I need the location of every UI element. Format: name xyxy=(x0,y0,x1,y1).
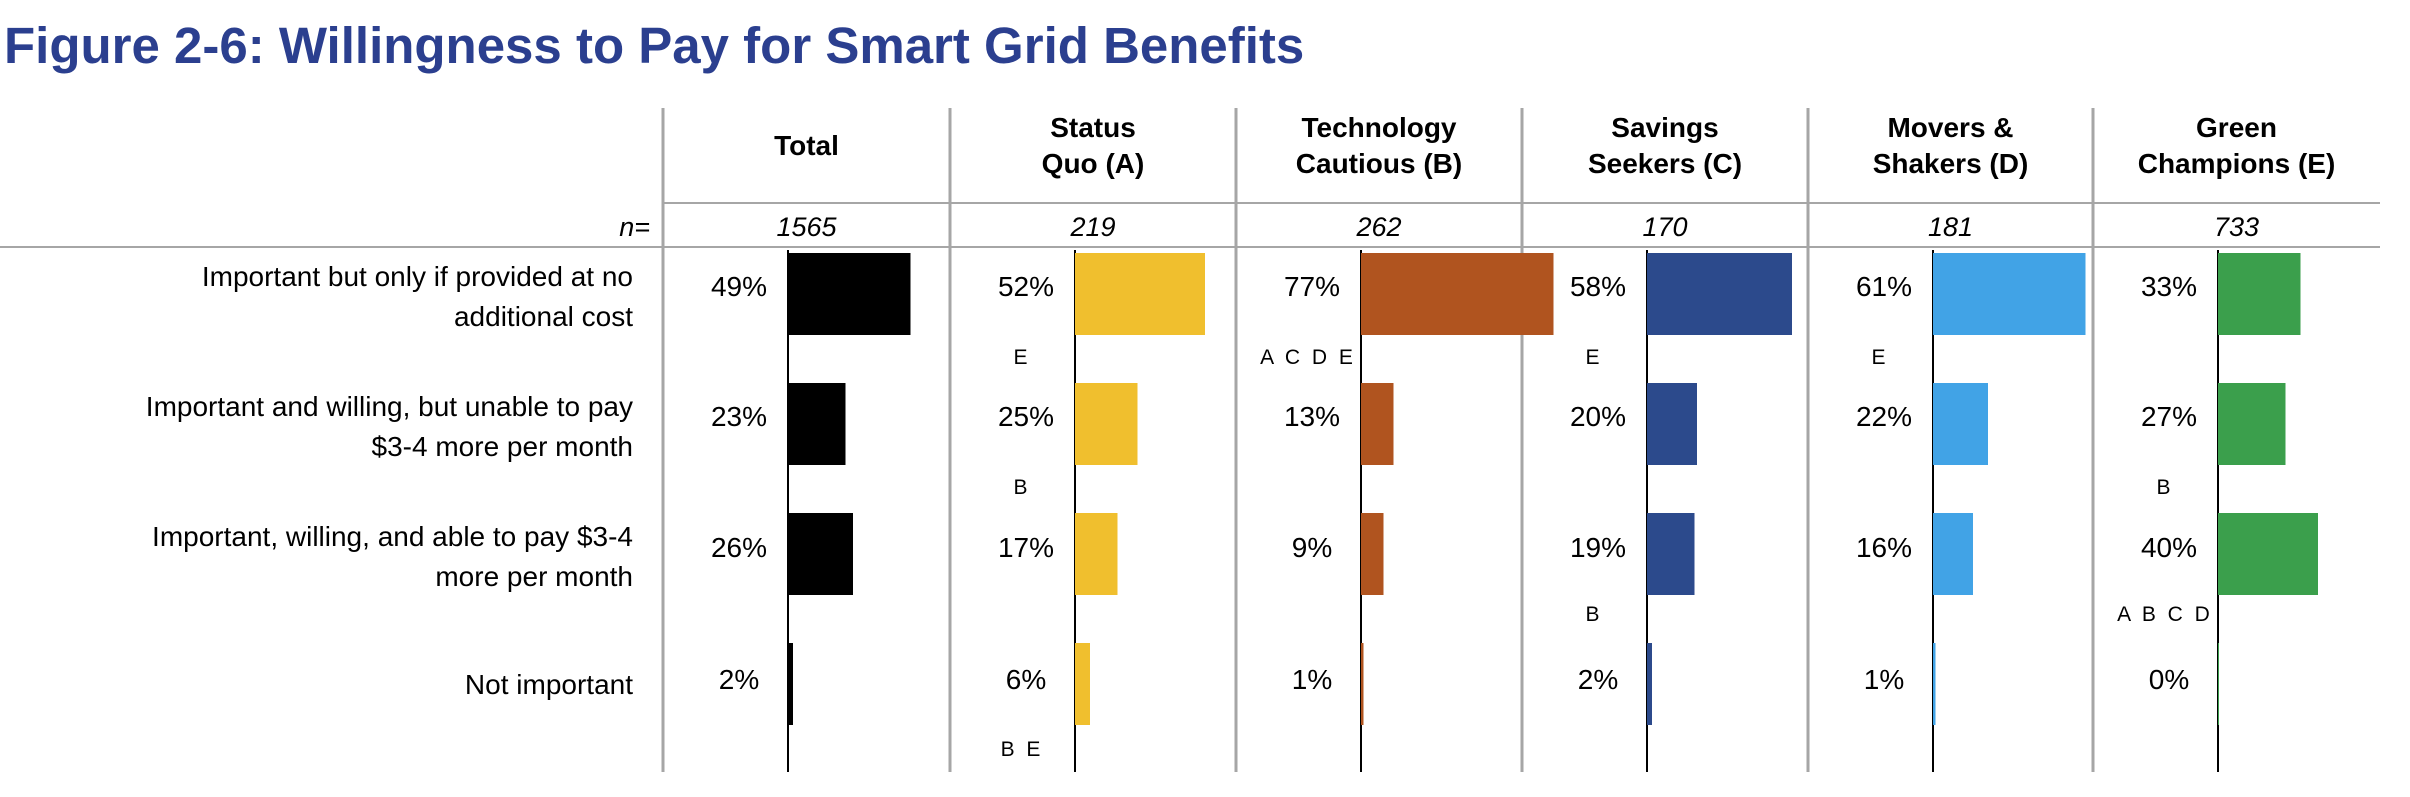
percent-label: 52% xyxy=(998,271,1054,302)
bar xyxy=(1933,513,1973,595)
bar xyxy=(1933,643,1936,725)
bar xyxy=(788,253,911,335)
bar xyxy=(1075,643,1090,725)
row-label: Not important xyxy=(465,669,633,700)
percent-label: 33% xyxy=(2141,271,2197,302)
percent-label: 1% xyxy=(1292,664,1332,695)
column-n-value: 181 xyxy=(1928,212,1973,242)
significance-letters: B xyxy=(2156,476,2173,499)
column-n-value: 1565 xyxy=(776,212,837,242)
bar xyxy=(1361,253,1554,335)
bar xyxy=(1361,643,1364,725)
bar xyxy=(788,643,793,725)
percent-label: 25% xyxy=(998,401,1054,432)
significance-letters: B xyxy=(1585,603,1602,626)
row-label: $3-4 more per month xyxy=(372,431,633,462)
row-label: Important and willing, but unable to pay xyxy=(146,391,633,422)
column-header: Seekers (C) xyxy=(1588,148,1742,179)
bar xyxy=(1933,253,2086,335)
bar xyxy=(1075,383,1138,465)
percent-label: 13% xyxy=(1284,401,1340,432)
column-n-value: 219 xyxy=(1069,212,1115,242)
percent-label: 9% xyxy=(1292,532,1332,563)
row-label: Important but only if provided at no xyxy=(202,261,633,292)
bar xyxy=(1647,513,1695,595)
column-n-value: 733 xyxy=(2214,212,2259,242)
bar xyxy=(2218,513,2318,595)
chart-title: Figure 2-6: Willingness to Pay for Smart… xyxy=(4,17,1305,74)
bar xyxy=(1647,253,1792,335)
percent-label: 6% xyxy=(1006,664,1046,695)
bar xyxy=(2218,383,2286,465)
column-header: Savings xyxy=(1611,112,1718,143)
column-n-value: 170 xyxy=(1642,212,1687,242)
significance-letters: B E xyxy=(1001,738,1044,761)
percent-label: 49% xyxy=(711,271,767,302)
column-header: Total xyxy=(774,130,839,161)
percent-label: 0% xyxy=(2149,664,2189,695)
column-header: Movers & xyxy=(1887,112,2013,143)
bar xyxy=(1933,383,1988,465)
column-header: Champions (E) xyxy=(2138,148,2336,179)
percent-label: 17% xyxy=(998,532,1054,563)
percent-label: 2% xyxy=(719,664,759,695)
column-header: Cautious (B) xyxy=(1296,148,1462,179)
percent-label: 19% xyxy=(1570,532,1626,563)
row-label: Important, willing, and able to pay $3-4 xyxy=(152,521,633,552)
bar xyxy=(788,513,853,595)
percent-label: 26% xyxy=(711,532,767,563)
percent-label: 1% xyxy=(1864,664,1904,695)
bar xyxy=(1075,513,1118,595)
row-label: additional cost xyxy=(454,301,633,332)
percent-label: 22% xyxy=(1856,401,1912,432)
bar xyxy=(788,383,846,465)
column-header: Shakers (D) xyxy=(1873,148,2029,179)
significance-letters: A B C D xyxy=(2117,603,2213,626)
column-header: Status xyxy=(1050,112,1136,143)
bar xyxy=(1647,643,1652,725)
percent-label: 23% xyxy=(711,401,767,432)
percent-label: 16% xyxy=(1856,532,1912,563)
percent-label: 77% xyxy=(1284,271,1340,302)
significance-letters: E xyxy=(1871,346,1888,369)
percent-label: 2% xyxy=(1578,664,1618,695)
column-header: Quo (A) xyxy=(1042,148,1145,179)
column-header: Technology xyxy=(1301,112,1456,143)
bar xyxy=(1361,383,1394,465)
n-label: n= xyxy=(619,212,650,242)
bar xyxy=(1075,253,1205,335)
percent-label: 27% xyxy=(2141,401,2197,432)
bar xyxy=(1647,383,1697,465)
significance-letters: A C D E xyxy=(1260,346,1356,369)
significance-letters: B xyxy=(1013,476,1030,499)
significance-letters: E xyxy=(1585,346,1602,369)
percent-label: 40% xyxy=(2141,532,2197,563)
percent-label: 58% xyxy=(1570,271,1626,302)
significance-letters: E xyxy=(1013,346,1030,369)
bar xyxy=(1361,513,1384,595)
column-header: Green xyxy=(2196,112,2277,143)
bar xyxy=(2218,253,2301,335)
row-label: more per month xyxy=(435,561,633,592)
percent-label: 20% xyxy=(1570,401,1626,432)
column-n-value: 262 xyxy=(1355,212,1401,242)
percent-label: 61% xyxy=(1856,271,1912,302)
bar xyxy=(2218,643,2219,725)
